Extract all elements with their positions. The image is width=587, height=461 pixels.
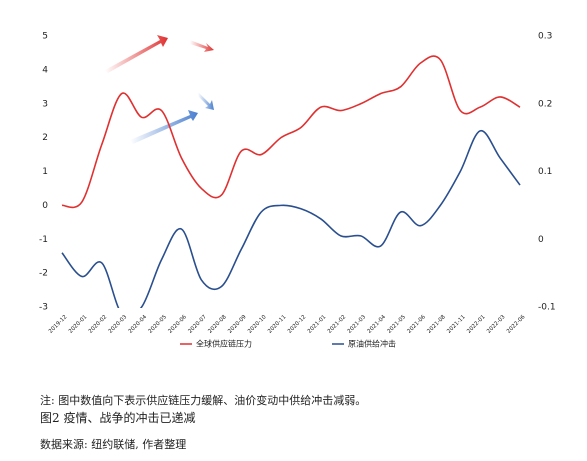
plot-area — [61, 55, 521, 308]
y-tick-label: 0 — [42, 201, 48, 211]
x-tick-label: 2019-12 — [48, 314, 68, 334]
x-tick-label: 2021-02 — [327, 314, 347, 334]
x-tick-label: 2020-11 — [267, 314, 287, 334]
x-tick-label: 2020-09 — [227, 314, 248, 335]
y-tick-label: 3 — [42, 99, 48, 109]
decor-arrows — [105, 35, 214, 144]
y-tick-label: -1 — [39, 235, 48, 245]
note: 注: 图中数值向下表示供应链压力缓解、油价变动中供给冲击减弱。 — [40, 394, 367, 407]
legend-label: 原油供给冲击 — [348, 339, 396, 349]
y2-tick-label: 0.1 — [538, 167, 552, 177]
series-line — [61, 55, 521, 209]
x-tick-label: 2020-06 — [167, 314, 188, 335]
x-tick-label: 2021-08 — [426, 314, 447, 335]
x-tick-label: 2020-05 — [148, 314, 169, 335]
x-tick-label: 2021-01 — [307, 314, 327, 334]
y2-tick-label: 0.3 — [538, 32, 552, 42]
chart: -3 -2 -1 0 1 2 3 4 5 -0.1 0 0.1 0.2 0.3 2019-12 2020-01… — [39, 32, 556, 349]
x-tick-label: 2021-06 — [406, 314, 427, 335]
x-tick-label: 2021-04 — [367, 314, 388, 335]
x-tick-label: 2020-04 — [128, 314, 149, 335]
y-tick-label: -2 — [39, 269, 48, 279]
y-tick-label: 4 — [42, 65, 48, 75]
x-tick-label: 2020-12 — [287, 314, 307, 334]
x-tick-label: 2022-01 — [466, 314, 486, 334]
caption: 图2 疫情、战争的冲击已递减 — [40, 411, 196, 425]
x-tick-label: 2021-11 — [446, 314, 466, 334]
x-tick-label: 2020-07 — [187, 314, 208, 335]
x-tick-label: 2021-03 — [347, 314, 368, 335]
y2-tick-label: -0.1 — [538, 303, 556, 313]
y2-tick-label: 0.2 — [538, 99, 552, 109]
x-tick-label: 2021-05 — [387, 314, 408, 335]
legend-label: 全球供应链压力 — [196, 339, 252, 349]
x-tick-label: 2020-08 — [207, 314, 228, 335]
x-tick-label: 2020-02 — [88, 314, 108, 334]
y-tick-label: -3 — [39, 303, 48, 313]
source: 数据来源: 纽约联储, 作者整理 — [40, 438, 187, 451]
series-line — [61, 130, 521, 308]
x-tick-label: 2020-03 — [108, 314, 129, 335]
y2-tick-label: 0 — [538, 235, 544, 245]
y-tick-label: 1 — [42, 167, 48, 177]
x-tick-label: 2022-03 — [486, 314, 507, 335]
x-tick-label: 2022-06 — [506, 314, 527, 335]
x-tick-label: 2020-10 — [247, 314, 268, 335]
y-tick-label: 5 — [42, 32, 48, 42]
y-tick-label: 2 — [42, 133, 48, 143]
x-tick-label: 2020-01 — [68, 314, 88, 334]
